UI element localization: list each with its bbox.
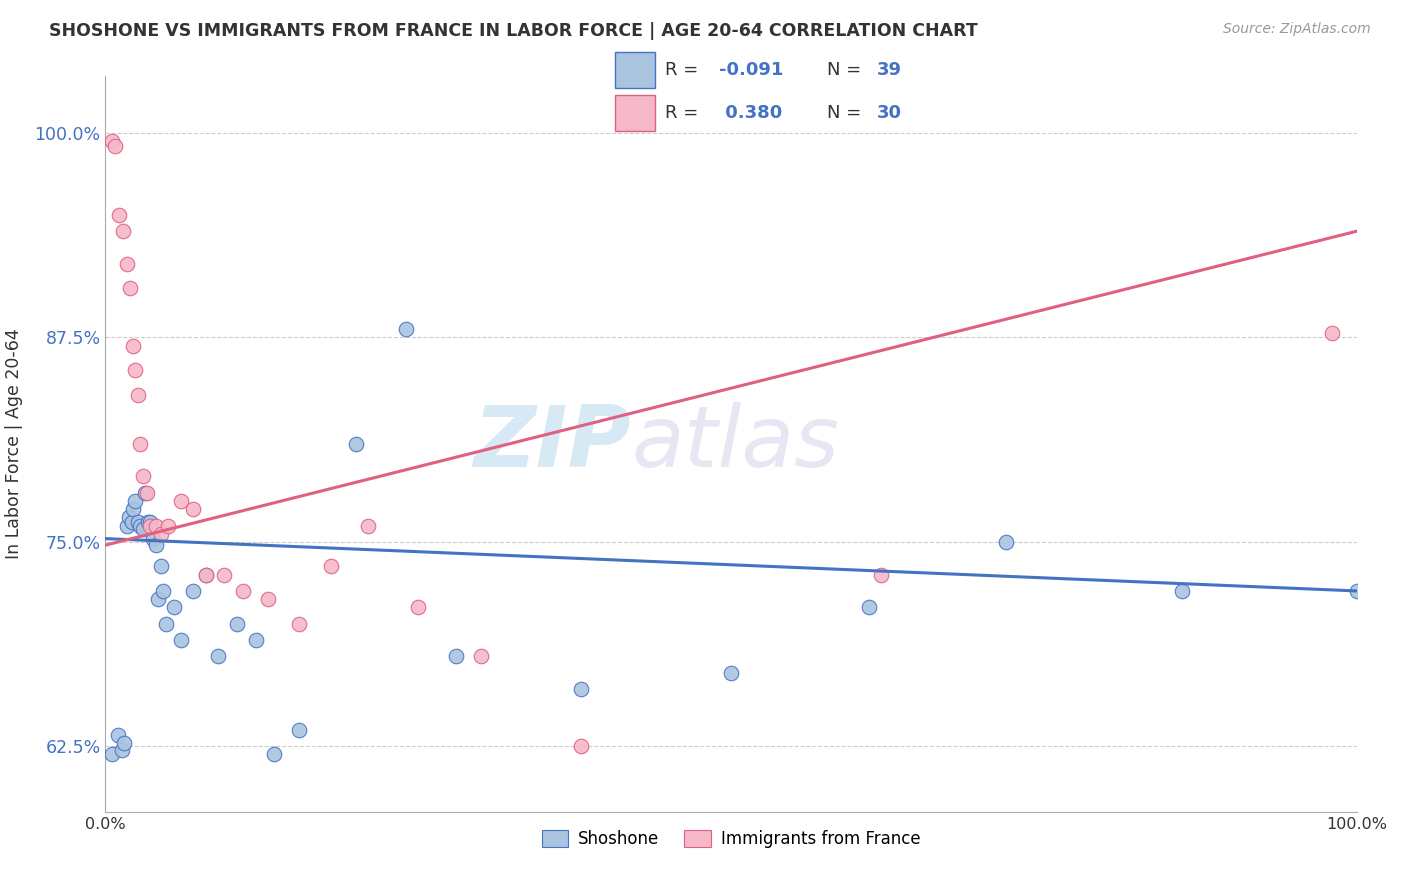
Text: R =: R = xyxy=(665,61,704,78)
Point xyxy=(139,515,162,529)
Point xyxy=(145,518,167,533)
Point xyxy=(214,567,236,582)
Point xyxy=(288,723,311,737)
Text: N =: N = xyxy=(827,104,866,122)
FancyBboxPatch shape xyxy=(616,52,655,87)
Point xyxy=(1170,583,1192,598)
Point xyxy=(157,518,180,533)
Point xyxy=(207,649,229,664)
Point xyxy=(136,515,159,529)
Point xyxy=(104,139,127,153)
Point xyxy=(870,567,893,582)
Point xyxy=(569,681,592,696)
Point xyxy=(111,224,134,238)
Point xyxy=(132,522,155,536)
Point xyxy=(145,538,167,552)
Point xyxy=(169,633,191,648)
Point xyxy=(115,518,138,533)
Text: ZIP: ZIP xyxy=(474,402,631,485)
Point xyxy=(100,747,122,762)
Point xyxy=(100,134,122,148)
Point xyxy=(149,526,172,541)
Point xyxy=(995,534,1018,549)
Point xyxy=(149,559,172,574)
Point xyxy=(194,567,217,582)
Point xyxy=(124,494,146,508)
Point xyxy=(181,502,204,516)
Point xyxy=(127,387,149,401)
Point xyxy=(163,600,186,615)
Y-axis label: In Labor Force | Age 20-64: In Labor Force | Age 20-64 xyxy=(6,328,24,559)
Point xyxy=(395,322,418,336)
Point xyxy=(129,518,152,533)
Point xyxy=(139,518,162,533)
Point xyxy=(288,616,311,631)
Text: -0.091: -0.091 xyxy=(720,61,783,78)
Point xyxy=(108,208,131,222)
Point xyxy=(107,728,129,742)
Text: Source: ZipAtlas.com: Source: ZipAtlas.com xyxy=(1223,22,1371,37)
Point xyxy=(127,515,149,529)
Text: N =: N = xyxy=(827,61,866,78)
Text: R =: R = xyxy=(665,104,704,122)
Point xyxy=(142,532,165,546)
Text: atlas: atlas xyxy=(631,402,839,485)
Point xyxy=(225,616,247,631)
Point xyxy=(257,592,280,607)
Point xyxy=(181,583,204,598)
Point xyxy=(1346,583,1368,598)
Point xyxy=(118,510,141,524)
Point xyxy=(1320,326,1343,340)
Point xyxy=(124,363,146,377)
Text: 39: 39 xyxy=(877,61,901,78)
FancyBboxPatch shape xyxy=(616,95,655,131)
Point xyxy=(470,649,492,664)
Point xyxy=(111,742,134,756)
Point xyxy=(344,436,367,450)
Point xyxy=(263,747,285,762)
Point xyxy=(245,633,267,648)
Point xyxy=(720,665,742,680)
Point xyxy=(132,469,155,483)
Text: SHOSHONE VS IMMIGRANTS FROM FRANCE IN LABOR FORCE | AGE 20-64 CORRELATION CHART: SHOSHONE VS IMMIGRANTS FROM FRANCE IN LA… xyxy=(49,22,979,40)
Point xyxy=(408,600,430,615)
Point xyxy=(122,502,145,516)
Point xyxy=(152,583,174,598)
Point xyxy=(120,281,142,295)
Point xyxy=(122,338,145,352)
Point xyxy=(134,485,156,500)
Point xyxy=(135,485,157,500)
Point xyxy=(357,518,380,533)
Point xyxy=(194,567,217,582)
Text: 0.380: 0.380 xyxy=(720,104,782,122)
Text: 30: 30 xyxy=(877,104,901,122)
Point xyxy=(232,583,254,598)
Point xyxy=(169,494,191,508)
Point xyxy=(155,616,177,631)
Point xyxy=(129,436,152,450)
Point xyxy=(115,257,138,271)
Point xyxy=(121,515,143,529)
Point xyxy=(569,739,592,754)
Legend: Shoshone, Immigrants from France: Shoshone, Immigrants from France xyxy=(534,823,928,855)
Point xyxy=(112,736,135,750)
Point xyxy=(444,649,467,664)
Point xyxy=(858,600,880,615)
Point xyxy=(319,559,342,574)
Point xyxy=(146,592,169,607)
